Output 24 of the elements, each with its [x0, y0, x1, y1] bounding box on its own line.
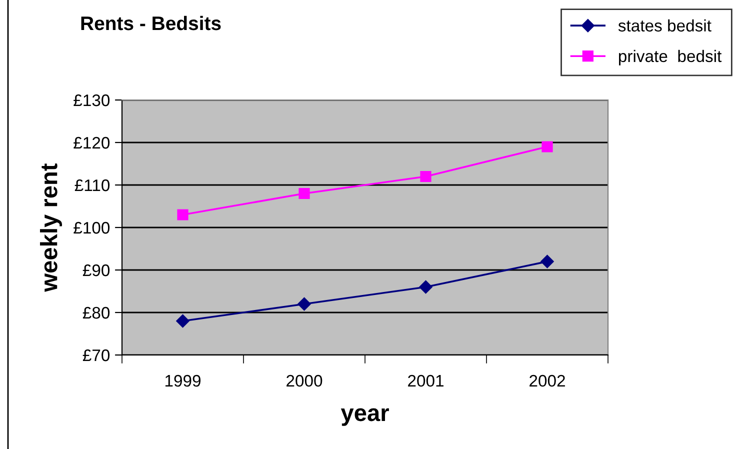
y-axis-title: weekly rent [40, 163, 62, 292]
y-tick-label: £80 [82, 306, 110, 319]
point [420, 170, 432, 182]
x-tick-label: 2001 [408, 374, 444, 387]
point [419, 280, 432, 294]
x-tick-label: 2002 [530, 374, 565, 387]
x-tick-label: 1999 [165, 374, 200, 387]
point [540, 254, 554, 268]
y-tick-label: £70 [82, 349, 110, 362]
x-tick-label: 2000 [286, 374, 322, 387]
y-tick-label: £90 [82, 264, 110, 276]
legend-label: private bedsit [618, 50, 722, 66]
y-tick-label: £110 [74, 179, 110, 192]
point [542, 141, 553, 152]
chart-title: Rents - Bedsits [81, 16, 221, 30]
point [176, 314, 190, 328]
point [298, 297, 311, 311]
y-tick-label: £120 [74, 136, 110, 149]
point [298, 188, 310, 200]
y-tick-label: £130 [74, 94, 110, 106]
legend-label: states bedsit [618, 19, 712, 32]
x-axis-title: year [340, 408, 389, 426]
y-tick-label: £100 [74, 222, 110, 234]
point [177, 209, 188, 220]
